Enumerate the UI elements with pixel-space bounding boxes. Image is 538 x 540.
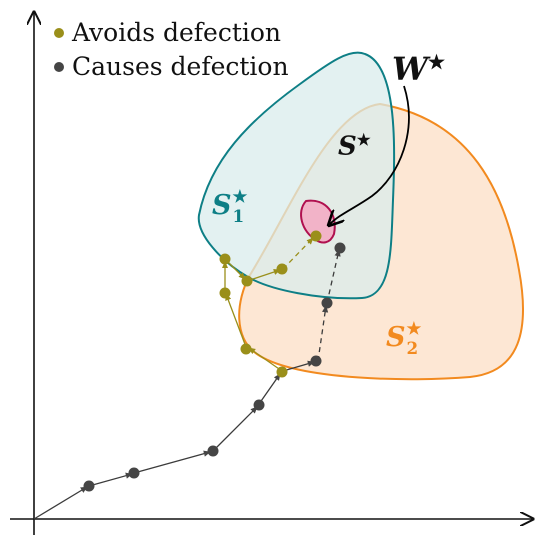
- point-avoids: [219, 287, 231, 299]
- point-avoids: [219, 253, 231, 265]
- label-s2-star: S ★ 2: [386, 318, 422, 359]
- legend-item-avoids: Avoids defection: [54, 16, 289, 50]
- point-avoids: [240, 343, 252, 355]
- dark-trajectory: [33, 249, 341, 520]
- dark-points: [83, 242, 346, 492]
- legend-dot-dark: [54, 62, 64, 72]
- label-w-star: W★: [392, 50, 446, 88]
- label-s1-star: S ★ 1: [212, 186, 248, 227]
- olive-points: [219, 230, 322, 378]
- legend-dot-olive: [54, 28, 64, 38]
- w-star-pointer-arrow: [330, 85, 410, 224]
- point-avoids: [310, 230, 322, 242]
- point-causes: [83, 480, 95, 492]
- legend-label-causes: Causes defection: [72, 52, 289, 81]
- legend-item-causes: Causes defection: [54, 50, 289, 84]
- point-avoids: [241, 275, 253, 287]
- point-causes: [207, 445, 219, 457]
- point-causes: [128, 467, 140, 479]
- point-causes: [253, 399, 265, 411]
- point-avoids: [276, 366, 288, 378]
- point-causes: [321, 297, 333, 309]
- point-causes: [334, 242, 346, 254]
- label-s-star: S★: [338, 130, 371, 162]
- region-s1: [197, 51, 396, 300]
- legend-label-avoids: Avoids defection: [72, 18, 282, 47]
- point-causes: [310, 355, 322, 367]
- point-avoids: [276, 263, 288, 275]
- legend: Avoids defection Causes defection: [54, 16, 289, 84]
